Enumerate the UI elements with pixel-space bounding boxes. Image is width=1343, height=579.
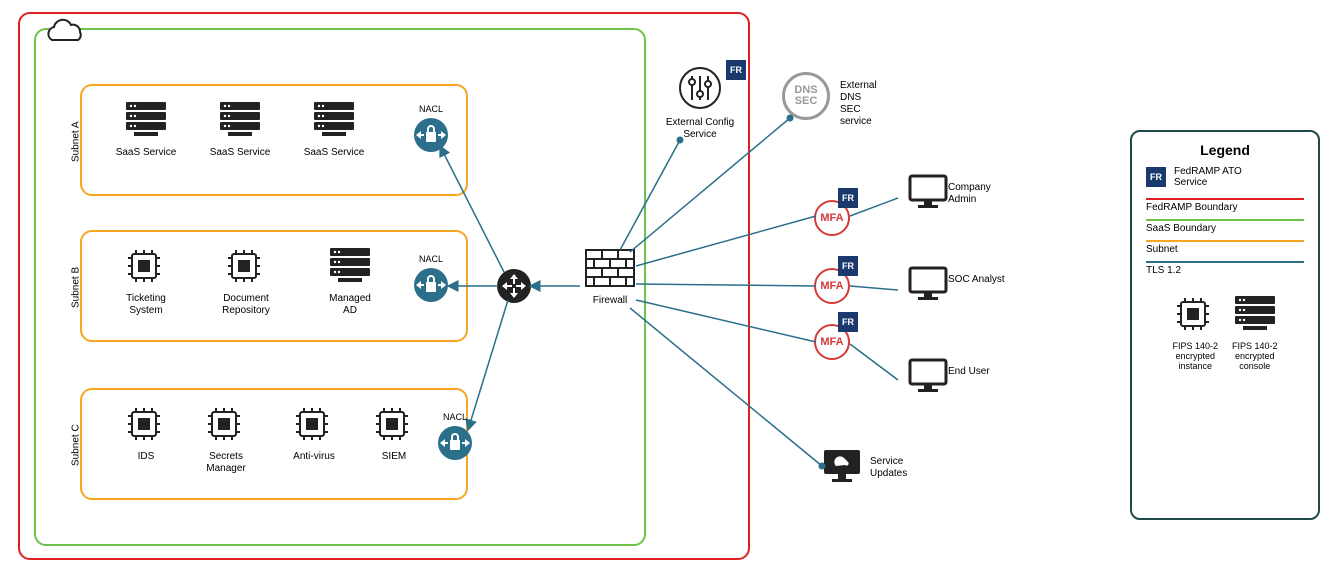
legend-icon-label: FIPS 140-2 encrypted instance	[1172, 341, 1218, 371]
dnssec-label: External DNS SEC service	[840, 80, 877, 128]
legend-row: FedRAMP Boundary	[1146, 198, 1304, 213]
firewall: Firewall	[580, 248, 640, 307]
user-label: SOC Analyst	[948, 274, 1018, 286]
siem: SIEM	[358, 404, 430, 463]
firewall-label: Firewall	[580, 295, 640, 307]
legend-row: SaaS Boundary	[1146, 219, 1304, 234]
document-repository: Document Repository	[210, 246, 282, 317]
legend-icon-console: FIPS 140-2 encrypted console	[1232, 294, 1278, 371]
edge	[850, 286, 898, 290]
ticketing-system: Ticketing System	[110, 246, 182, 317]
legend-icon-label: FIPS 140-2 encrypted console	[1232, 341, 1278, 371]
service-updates: Service Updates	[820, 446, 864, 489]
secrets-manager: Secrets Manager	[190, 404, 262, 475]
fr-badge-icon: FR	[1146, 167, 1166, 187]
fr-badge-icon: FR	[838, 312, 858, 332]
legend-line-label: Subnet	[1146, 244, 1304, 255]
dnssec-text: DNS SEC	[794, 85, 817, 107]
anti-virus: Anti-virus	[278, 404, 350, 463]
legend-line-label: TLS 1.2	[1146, 265, 1304, 276]
node-label: SaaS Service	[110, 147, 182, 159]
node-label: SIEM	[358, 451, 430, 463]
node-label: IDS	[110, 451, 182, 463]
nacl-c: NACL	[438, 426, 472, 460]
fr-badge-icon: FR	[838, 188, 858, 208]
external-config-label: External Config Service	[660, 117, 740, 141]
external-config-service: External Config Service FR	[660, 66, 740, 141]
legend-row: TLS 1.2	[1146, 261, 1304, 276]
router	[496, 268, 532, 307]
user-label: Company Admin	[948, 182, 1018, 206]
subnet-label: Subnet B	[71, 266, 82, 307]
legend: Legend FR FedRAMP ATO Service FedRAMP Bo…	[1130, 130, 1320, 520]
legend-line-label: FedRAMP Boundary	[1146, 202, 1304, 213]
nacl-b: NACL	[414, 268, 448, 302]
legend-row: Subnet	[1146, 240, 1304, 255]
nacl-label: NACL	[443, 412, 467, 422]
end-user: End User	[898, 356, 958, 399]
subnet-label: Subnet C	[71, 424, 82, 466]
node-label: SaaS Service	[298, 147, 370, 159]
nacl-label: NACL	[419, 254, 443, 264]
node-label: Anti-virus	[278, 451, 350, 463]
legend-line-label: SaaS Boundary	[1146, 223, 1304, 234]
saas-service-2: SaaS Service	[204, 100, 276, 159]
node-label: SaaS Service	[204, 147, 276, 159]
legend-fr-label: FedRAMP ATO Service	[1174, 166, 1242, 188]
dnssec-icon: DNS SEC	[782, 72, 830, 120]
fr-badge-icon: FR	[726, 60, 746, 80]
node-label: Ticketing System	[110, 293, 182, 317]
service-updates-label: Service Updates	[870, 456, 907, 480]
dnssec: DNS SEC External DNS SEC service	[782, 72, 836, 120]
company-admin: Company Admin	[898, 172, 958, 215]
node-label: Secrets Manager	[190, 451, 262, 475]
nacl-label: NACL	[419, 104, 443, 114]
soc-analyst: SOC Analyst	[898, 264, 958, 307]
node-label: Managed AD	[314, 293, 386, 317]
fr-badge-icon: FR	[838, 256, 858, 276]
subnet-label: Subnet A	[71, 121, 82, 162]
legend-icon-instance: FIPS 140-2 encrypted instance	[1172, 294, 1218, 371]
saas-service-1: SaaS Service	[110, 100, 182, 159]
ids: IDS	[110, 404, 182, 463]
edge	[850, 344, 898, 380]
node-label: Document Repository	[210, 293, 282, 317]
nacl-a: NACL	[414, 118, 448, 152]
legend-title: Legend	[1146, 142, 1304, 158]
saas-service-3: SaaS Service	[298, 100, 370, 159]
managed-ad: Managed AD	[314, 246, 386, 317]
cloud-icon	[44, 18, 88, 49]
user-label: End User	[948, 366, 1018, 378]
